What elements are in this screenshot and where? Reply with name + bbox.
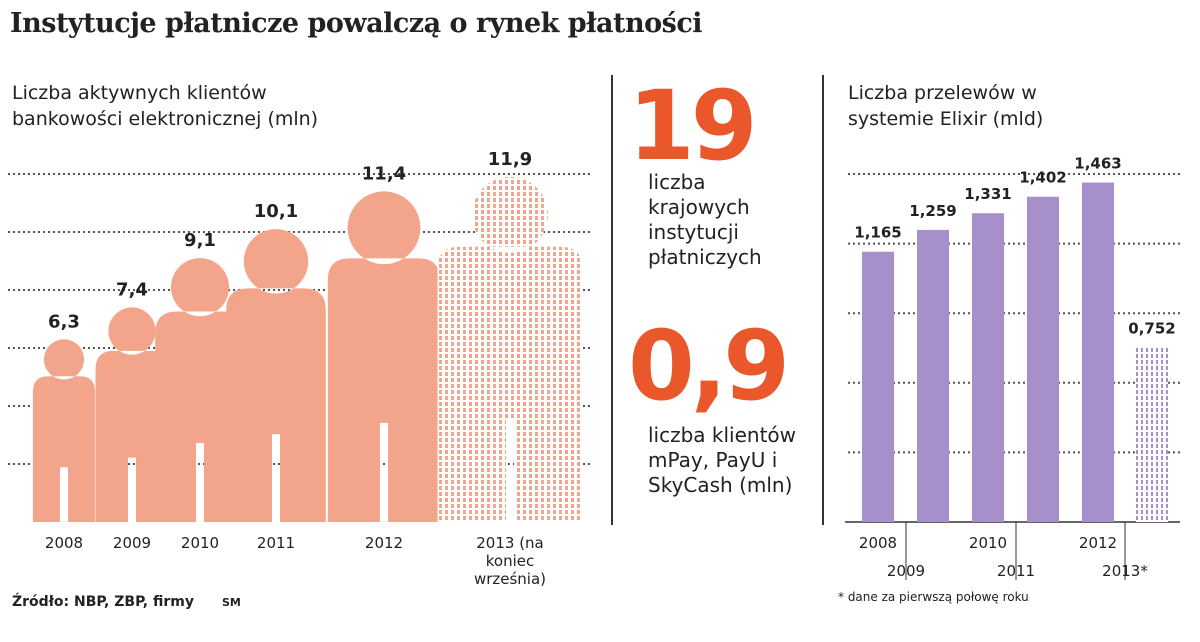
bar (972, 213, 1004, 522)
value-label: 7,4 (116, 279, 148, 300)
person-mark (226, 229, 326, 522)
chart-title: Liczba przelewów w systemie Elixir (mld) (848, 82, 1044, 130)
person-mark (437, 176, 583, 523)
value-label: 10,1 (254, 201, 298, 222)
chart-title: Liczba aktywnych klientów bankowości ele… (12, 82, 319, 130)
bar (1136, 347, 1168, 522)
note: * dane za pierwszą połowę roku (838, 590, 1029, 604)
value-label: 1,259 (909, 202, 956, 220)
x-tick-label: 2012 (364, 534, 404, 552)
value-label: 11,4 (362, 163, 406, 184)
x-tick-label: 2012 (1079, 534, 1117, 552)
x-tick-label: 2010 (180, 534, 220, 552)
person-mark (95, 307, 169, 522)
stat-value: 19 (628, 70, 758, 182)
x-tick-label: 2011 (256, 534, 296, 552)
x-tick-label: 2013 (na koniec września) (473, 534, 547, 588)
value-label: 1,463 (1074, 155, 1121, 173)
x-tick-label: 2008 (859, 534, 897, 552)
stat-text: liczba klientów mPay, PayU i SkyCash (ml… (648, 423, 797, 497)
x-tick-label: 2009 (112, 534, 152, 552)
value-label: 1,165 (854, 224, 901, 242)
value-label: 1,402 (1019, 169, 1066, 187)
person-mark (155, 258, 245, 522)
bar (862, 251, 894, 522)
stat-text: liczba krajowych instytucji płatniczych (648, 170, 762, 269)
value-label: 11,9 (488, 149, 532, 170)
x-tick-label: 2013* (1102, 562, 1148, 580)
x-tick-label: 2010 (969, 534, 1007, 552)
person-mark (32, 339, 96, 522)
author: SM (222, 596, 241, 609)
value-label: 9,1 (184, 230, 216, 251)
stat-value: 0,9 (628, 310, 790, 422)
x-tick-label: 2011 (997, 562, 1035, 580)
x-tick-label: 2008 (44, 534, 84, 552)
bar (1082, 182, 1114, 523)
title: Instytucje płatnicze powalczą o rynek pł… (10, 8, 703, 39)
bar (917, 229, 949, 523)
value-label: 0,752 (1128, 320, 1175, 338)
person-mark (327, 191, 441, 522)
source: Źródło: NBP, ZBP, firmy (12, 594, 194, 610)
value-label: 1,331 (964, 185, 1011, 203)
value-label: 6,3 (48, 311, 80, 332)
x-tick-label: 2009 (887, 562, 925, 580)
bar (1027, 196, 1059, 522)
